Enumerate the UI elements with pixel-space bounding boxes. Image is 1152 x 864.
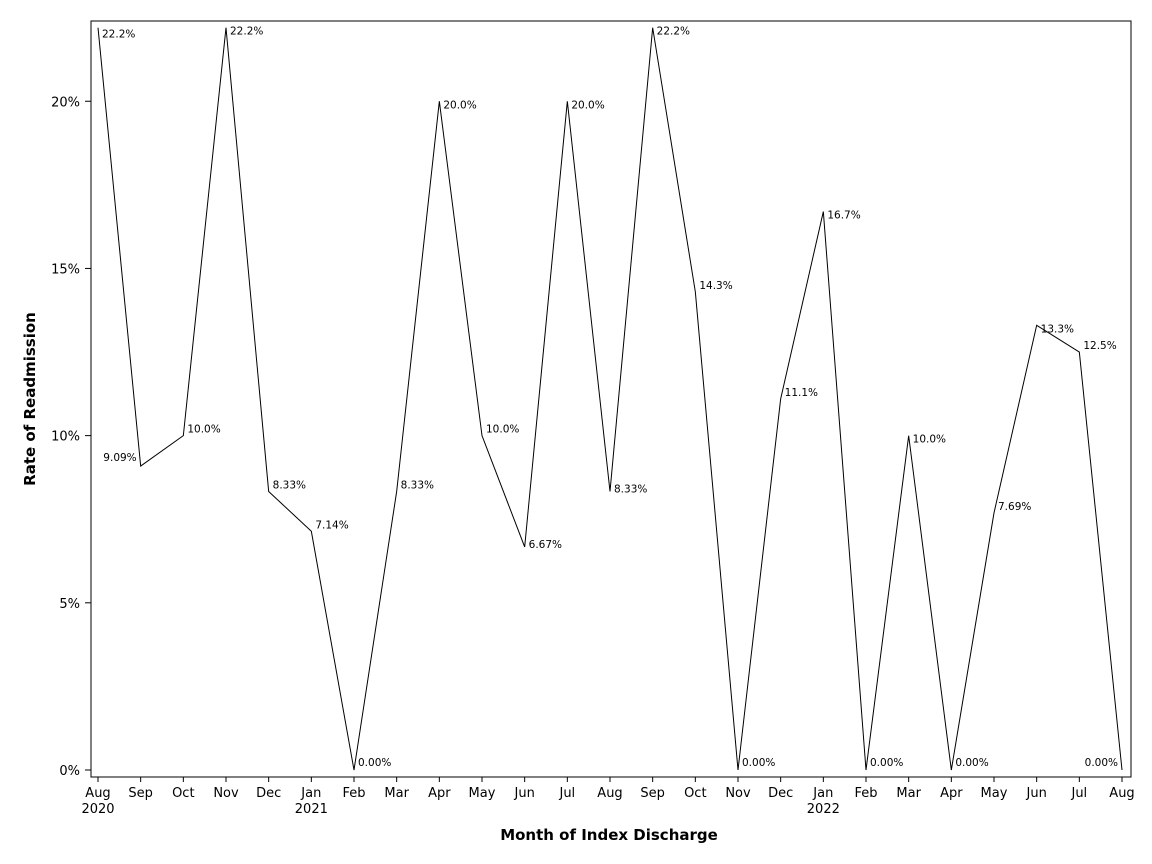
y-tick-label: 10% — [51, 430, 80, 445]
x-tick-label: Mar — [384, 786, 409, 801]
data-label: 20.0% — [571, 99, 604, 111]
data-label: 10.0% — [913, 434, 946, 446]
data-label: 22.2% — [657, 26, 690, 38]
data-label: 8.33% — [614, 483, 647, 495]
data-label: 0.00% — [955, 757, 988, 769]
data-label: 6.67% — [529, 539, 562, 551]
x-tick-label: Jul — [558, 786, 575, 801]
x-tick-year-label: 2022 — [807, 802, 840, 817]
data-label: 16.7% — [827, 210, 860, 222]
x-tick-label: Jun — [514, 786, 535, 801]
data-label: 7.69% — [998, 501, 1031, 513]
data-label: 8.33% — [401, 479, 434, 491]
y-tick-label: 5% — [59, 597, 80, 612]
x-tick-label: Mar — [896, 786, 921, 801]
data-label: 9.09% — [103, 452, 136, 464]
data-label: 22.2% — [102, 29, 135, 41]
data-labels: 22.2% 9.09% 10.0% 22.2% 8.33% 7.14% 0.00% 8.33%… — [102, 26, 1118, 769]
y-axis-title: Rate of Readmission — [21, 312, 39, 486]
data-label: 0.00% — [742, 757, 775, 769]
data-label: 0.00% — [1085, 757, 1118, 769]
data-label: 11.1% — [785, 387, 818, 399]
data-label: 12.5% — [1083, 340, 1116, 352]
x-tick-label: Apr — [940, 786, 963, 801]
data-label: 10.0% — [486, 424, 519, 436]
x-tick-label: Aug — [1109, 786, 1134, 801]
x-tick-label: Sep — [128, 786, 153, 801]
x-tick-label: Nov — [213, 786, 239, 801]
x-tick-label: Apr — [428, 786, 451, 801]
x-tick-label: Aug — [597, 786, 622, 801]
plot-frame — [90, 20, 1132, 778]
x-tick-label: Aug — [85, 786, 110, 801]
data-label: 8.33% — [273, 479, 306, 491]
x-tick-label: Oct — [172, 786, 194, 801]
series-line — [97, 27, 1123, 771]
data-label: 0.00% — [870, 757, 903, 769]
x-tick-label: Feb — [342, 786, 365, 801]
x-tick-label: Jul — [1070, 786, 1087, 801]
data-label: 14.3% — [699, 280, 732, 292]
x-tick-label: Dec — [256, 786, 281, 801]
y-tick-label: 15% — [51, 262, 80, 277]
y-tick-label: 0% — [59, 764, 80, 779]
data-label: 10.0% — [187, 424, 220, 436]
x-tick-label: Feb — [854, 786, 877, 801]
data-label: 0.00% — [358, 757, 391, 769]
x-tick-label: May — [469, 786, 496, 801]
y-tick-label: 20% — [51, 95, 80, 110]
data-label: 20.0% — [443, 99, 476, 111]
data-label: 7.14% — [315, 519, 348, 531]
x-tick-year-label: 2020 — [81, 802, 114, 817]
x-tick-label: Jan — [300, 786, 321, 801]
x-axis-title: Month of Index Discharge — [500, 826, 718, 844]
x-tick-label: Jun — [1026, 786, 1047, 801]
x-tick-label: Oct — [684, 786, 706, 801]
x-tick-label: Nov — [725, 786, 751, 801]
data-label: 22.2% — [230, 26, 263, 38]
x-tick-label: Dec — [768, 786, 793, 801]
x-tick-label: May — [981, 786, 1008, 801]
y-axis: 0% 5% 10% 15% 20% — [51, 95, 91, 779]
x-tick-label: Sep — [640, 786, 665, 801]
data-label: 13.3% — [1041, 323, 1074, 335]
x-tick-label: Jan — [812, 786, 833, 801]
x-tick-year-label: 2021 — [295, 802, 328, 817]
